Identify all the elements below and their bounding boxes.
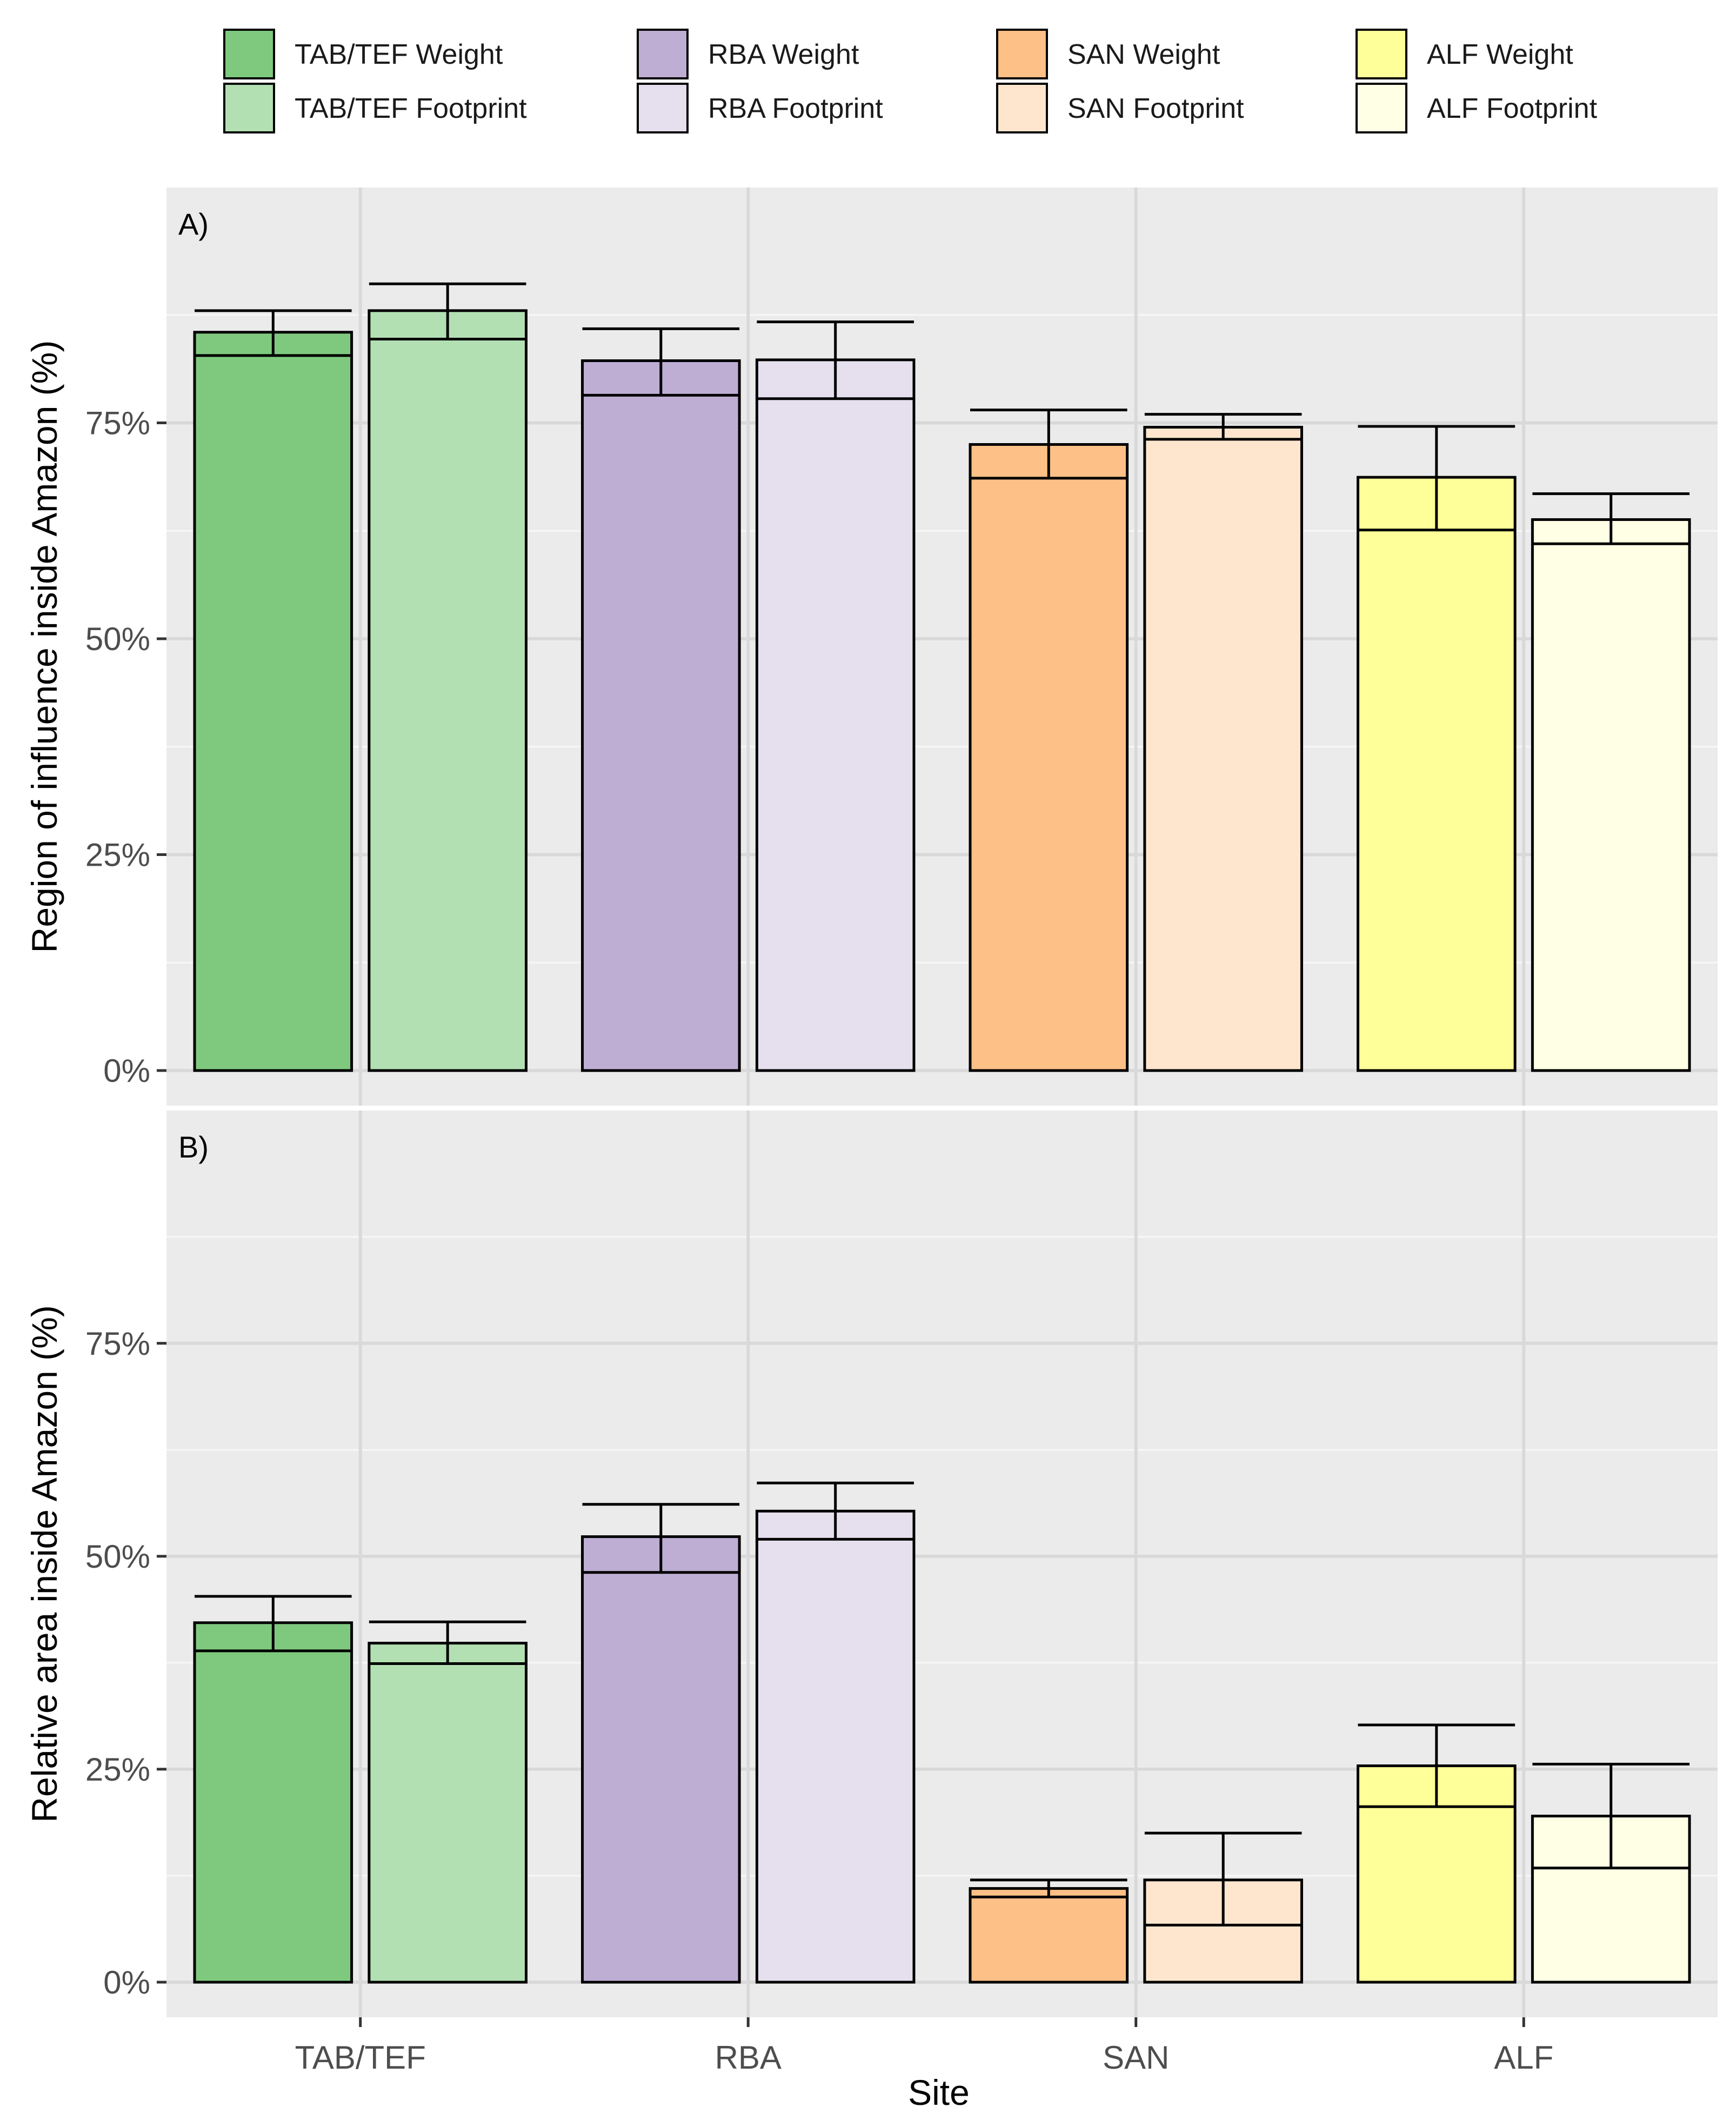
bar-rba-weight bbox=[581, 1535, 741, 1984]
bar-alf-footprint bbox=[1531, 518, 1691, 1072]
panel-b: 0% 25% 50% 75% B) Relative area inside Amazon… bbox=[24, 1111, 1718, 2017]
legend-key-tab-tef-weight bbox=[223, 29, 275, 79]
x-tick-label-rba: RBA bbox=[715, 2039, 782, 2076]
y-tick-label: 25% bbox=[85, 837, 150, 873]
panel-a: 0% 25% 50% 75% A) Region of influence inside … bbox=[24, 188, 1718, 1106]
legend-label-san-weight: SAN Weight bbox=[1067, 39, 1220, 70]
legend: TAB/TEF Weight TAB/TEF Footprint RBA Weigh… bbox=[223, 29, 1598, 133]
x-tick-label-san: SAN bbox=[1103, 2039, 1169, 2076]
legend-key-san-footprint bbox=[996, 83, 1048, 133]
bar-tab-tef-footprint bbox=[368, 309, 528, 1072]
legend-label-rba-weight: RBA Weight bbox=[708, 39, 859, 70]
y-tick-label: 75% bbox=[85, 1326, 150, 1362]
bar-rba-footprint bbox=[755, 358, 916, 1072]
legend-key-alf-footprint bbox=[1356, 83, 1407, 133]
legend-key-rba-footprint bbox=[637, 83, 689, 133]
y-tick-label: 25% bbox=[85, 1751, 150, 1788]
legend-key-rba-weight bbox=[637, 29, 689, 79]
bar-rba-weight bbox=[581, 359, 741, 1072]
legend-key-alf-weight bbox=[1356, 29, 1407, 79]
y-tick-label: 50% bbox=[85, 1539, 150, 1575]
y-axis-title: Region of influence inside Amazon (%) bbox=[24, 340, 64, 953]
bar-tab-tef-weight bbox=[193, 1621, 353, 1984]
y-tick-label: 0% bbox=[103, 1053, 150, 1089]
x-tick-label-tab-tef: TAB/TEF bbox=[295, 2039, 426, 2076]
x-tick-label-alf: ALF bbox=[1494, 2039, 1553, 2076]
legend-label-alf-footprint: ALF Footprint bbox=[1427, 93, 1598, 124]
legend-label-san-footprint: SAN Footprint bbox=[1067, 93, 1244, 124]
x-axis: TAB/TEF RBA SAN ALF bbox=[295, 2017, 1553, 2076]
bar-alf-weight bbox=[1357, 1764, 1517, 1984]
y-tick-label: 75% bbox=[85, 405, 150, 442]
bar-rba-footprint bbox=[755, 1509, 916, 1984]
legend-key-san-weight bbox=[996, 29, 1048, 79]
panel-label: B) bbox=[178, 1130, 209, 1164]
legend-label-rba-footprint: RBA Footprint bbox=[708, 93, 883, 124]
legend-label-tab-tef-footprint: TAB/TEF Footprint bbox=[295, 93, 527, 124]
bar-san-weight bbox=[969, 1887, 1129, 1984]
y-tick-label: 0% bbox=[103, 1964, 150, 2001]
bar-tab-tef-footprint bbox=[368, 1642, 528, 1984]
y-axis-title: Relative area inside Amazon (%) bbox=[24, 1305, 64, 1822]
y-tick-label: 50% bbox=[85, 621, 150, 657]
bar-alf-weight bbox=[1357, 476, 1517, 1072]
legend-label-tab-tef-weight: TAB/TEF Weight bbox=[295, 39, 503, 70]
bar-tab-tef-weight bbox=[193, 331, 353, 1072]
bar-san-weight bbox=[969, 443, 1129, 1072]
bar-san-footprint bbox=[1143, 426, 1303, 1072]
legend-label-alf-weight: ALF Weight bbox=[1427, 39, 1573, 70]
x-axis-title: Site bbox=[908, 2072, 970, 2112]
legend-key-tab-tef-footprint bbox=[223, 83, 275, 133]
panel-label: A) bbox=[178, 207, 209, 241]
